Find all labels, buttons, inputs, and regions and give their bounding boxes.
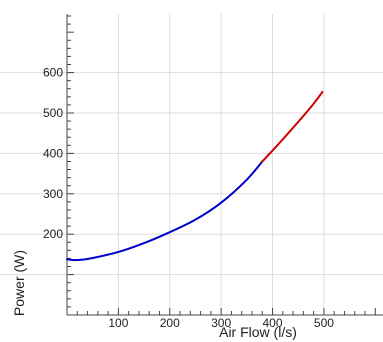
series-lines [66, 90, 324, 262]
y-tick-label: 600 [43, 66, 63, 80]
x-tick-label: 500 [314, 316, 334, 330]
y-axis-label: Power (W) [11, 250, 27, 316]
y-tick-label: 300 [43, 187, 63, 201]
tick-labels: 200 300 400 500 600 100 200 300 400 500 [43, 66, 334, 330]
x-axis-label: Air Flow (l/s) [219, 324, 297, 340]
series-line-2 [261, 90, 324, 163]
x-tick-label: 300 [211, 316, 231, 330]
axes [66, 14, 383, 316]
x-tick-label: 400 [263, 316, 283, 330]
y-tick-label: 500 [43, 106, 63, 120]
grid-lines [0, 14, 383, 315]
x-tick-label: 200 [160, 316, 180, 330]
x-tick-label: 100 [108, 316, 128, 330]
y-tick-label: 400 [43, 146, 63, 160]
series-line-1 [66, 160, 264, 262]
y-tick-label: 200 [43, 227, 63, 241]
